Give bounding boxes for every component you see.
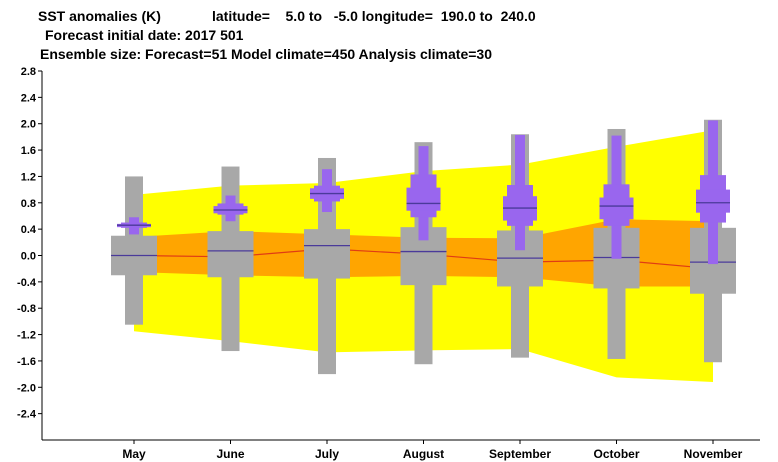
x-category-label: September <box>489 447 551 461</box>
y-tick-label: -0.4 <box>17 277 37 289</box>
ensemble-size: Ensemble size: Forecast=51 Model climate… <box>40 46 492 62</box>
y-tick-label: 2.8 <box>21 66 36 78</box>
x-category-label: June <box>216 447 244 461</box>
x-category-label: October <box>593 447 639 461</box>
plot-area: 2.8 2.4 2.0 1.6 1.2 0.8 0.4 0.0 -0.4 -0.8 -1.2 -1.6… <box>17 66 760 461</box>
model-climate-box-25-75-august <box>400 234 447 282</box>
y-tick-label: -1.6 <box>17 356 36 368</box>
chart-region: latitude= 5.0 to -5.0 longitude= 190.0 t… <box>212 8 536 24</box>
y-tick-label: -1.2 <box>17 330 36 342</box>
forecast-box-25-75-august <box>406 187 441 211</box>
y-tick-label: -0.8 <box>17 303 36 315</box>
forecast-box-25-75-october <box>599 197 634 220</box>
y-tick-label: 2.0 <box>21 119 36 131</box>
x-category-label: November <box>684 447 743 461</box>
y-tick-label: 1.6 <box>21 145 36 157</box>
y-tick-label: 0.4 <box>21 224 37 236</box>
y-tick-label: 0.8 <box>21 198 36 210</box>
model-climate-box-25-75-july <box>304 235 350 276</box>
forecast-initial-date: Forecast initial date: 2017 501 <box>45 27 244 43</box>
y-tick-label: 2.4 <box>21 92 37 104</box>
y-tick-label: 0.0 <box>21 251 36 263</box>
model-climate-box-25-75-june <box>207 239 254 273</box>
x-category-label: May <box>122 447 146 461</box>
y-tick-label: -2.0 <box>17 382 36 394</box>
y-tick-label: 1.2 <box>21 171 36 183</box>
y-tick-label: -2.4 <box>17 409 37 421</box>
x-category-label: August <box>403 447 444 461</box>
x-category-label: July <box>315 447 339 461</box>
chart-title: SST anomalies (K) <box>38 8 161 24</box>
forecast-box-25-75-november <box>696 189 730 213</box>
